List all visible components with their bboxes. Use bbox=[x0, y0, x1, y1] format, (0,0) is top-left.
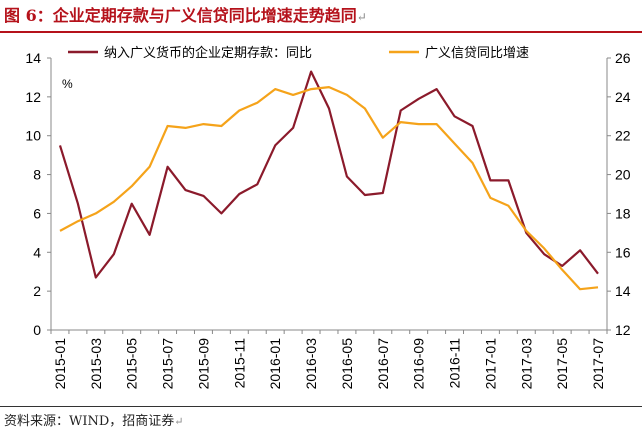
return-mark-icon: ↵ bbox=[356, 10, 367, 24]
x-tick-label: 2017-07 bbox=[590, 338, 606, 390]
right-tick-label: 16 bbox=[615, 244, 631, 260]
right-tick-label: 14 bbox=[615, 283, 631, 299]
legend: 纳入广义货币的企业定期存款：同比 广义信贷同比增速 bbox=[68, 45, 529, 61]
figure-title-text: 图 6：企业定期存款与广义信贷同比增速走势趋同 bbox=[4, 6, 357, 25]
x-tick-label: 2015-03 bbox=[88, 338, 104, 390]
right-tick-label: 24 bbox=[615, 89, 631, 105]
x-tick-label: 2016-11 bbox=[447, 338, 463, 389]
x-tick-label: 2016-09 bbox=[411, 338, 427, 390]
x-tick-label: 2015-07 bbox=[160, 338, 176, 390]
left-tick-label: 0 bbox=[33, 322, 41, 338]
x-tick-label: 2015-09 bbox=[195, 338, 211, 390]
legend-label-2: 广义信贷同比增速 bbox=[425, 46, 529, 61]
left-tick-label: 2 bbox=[33, 283, 41, 299]
source-text: 资料来源：WIND，招商证券 bbox=[4, 414, 175, 429]
return-mark-icon: ↵ bbox=[174, 415, 184, 428]
series-line-2 bbox=[59, 85, 599, 291]
source-note: 资料来源：WIND，招商证券↵ bbox=[4, 410, 184, 429]
left-tick-label: 14 bbox=[25, 50, 41, 66]
series-line-1 bbox=[58, 70, 599, 279]
x-tick-label: 2015-01 bbox=[52, 338, 68, 390]
x-tick-label: 2016-01 bbox=[267, 338, 283, 390]
x-tick-label: 2015-05 bbox=[124, 338, 140, 390]
right-tick-label: 22 bbox=[615, 128, 631, 144]
x-tick-label: 2017-03 bbox=[518, 338, 534, 390]
legend-label-1: 纳入广义货币的企业定期存款：同比 bbox=[104, 45, 312, 61]
series-lines bbox=[58, 70, 599, 291]
right-tick-label: 26 bbox=[615, 50, 631, 66]
figure-header: 图 6：企业定期存款与广义信贷同比增速走势趋同↵ bbox=[0, 0, 642, 33]
right-tick-label: 18 bbox=[615, 205, 631, 221]
right-tick-label: 20 bbox=[615, 167, 631, 183]
x-tick-label: 2015-11 bbox=[231, 338, 247, 389]
x-tick-label: 2017-05 bbox=[554, 338, 570, 390]
x-tick-label: 2016-03 bbox=[303, 338, 319, 390]
right-tick-label: 12 bbox=[615, 322, 631, 338]
title-rule bbox=[0, 31, 642, 33]
left-tick-label: 4 bbox=[33, 244, 41, 260]
left-tick-label: 10 bbox=[25, 128, 41, 144]
x-tick-label: 2016-07 bbox=[375, 338, 391, 390]
source-rule bbox=[0, 406, 642, 407]
left-axis-unit: % bbox=[62, 77, 73, 91]
x-tick-label: 2017-01 bbox=[482, 338, 498, 390]
left-tick-label: 6 bbox=[33, 205, 41, 221]
x-tick-label: 2016-05 bbox=[339, 338, 355, 390]
left-tick-label: 8 bbox=[33, 167, 41, 183]
figure-title: 图 6：企业定期存款与广义信贷同比增速走势趋同↵ bbox=[4, 2, 367, 26]
left-tick-label: 12 bbox=[25, 89, 41, 105]
